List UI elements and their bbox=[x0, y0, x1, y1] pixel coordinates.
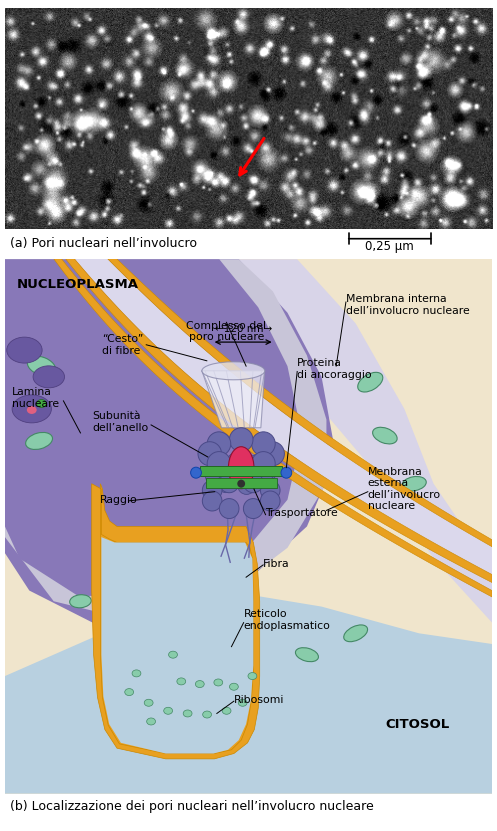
Circle shape bbox=[210, 458, 227, 476]
Circle shape bbox=[251, 451, 275, 475]
Ellipse shape bbox=[134, 604, 159, 620]
Ellipse shape bbox=[202, 361, 265, 380]
Text: Subunità
dell’anello: Subunità dell’anello bbox=[92, 411, 149, 433]
Circle shape bbox=[255, 471, 273, 489]
Ellipse shape bbox=[70, 595, 91, 607]
Polygon shape bbox=[5, 259, 302, 596]
Ellipse shape bbox=[230, 683, 238, 691]
Text: Lamina
nucleare: Lamina nucleare bbox=[12, 387, 60, 409]
Ellipse shape bbox=[179, 647, 201, 662]
Text: Ribosomi: Ribosomi bbox=[234, 695, 284, 705]
Polygon shape bbox=[5, 259, 336, 622]
Text: NUCLEOPLASMA: NUCLEOPLASMA bbox=[17, 278, 139, 291]
Polygon shape bbox=[97, 248, 492, 547]
Circle shape bbox=[205, 467, 223, 485]
Text: Trasportatore: Trasportatore bbox=[265, 508, 338, 518]
Circle shape bbox=[261, 442, 284, 465]
Circle shape bbox=[251, 432, 275, 455]
Circle shape bbox=[281, 467, 292, 478]
Ellipse shape bbox=[195, 681, 204, 687]
Polygon shape bbox=[5, 591, 492, 794]
Ellipse shape bbox=[132, 670, 141, 677]
Text: (b) Localizzazione dei pori nucleari nell’involucro nucleare: (b) Localizzazione dei pori nucleari nel… bbox=[10, 800, 374, 814]
Circle shape bbox=[238, 476, 255, 494]
Text: (a) Pori nucleari nell’involucro: (a) Pori nucleari nell’involucro bbox=[10, 237, 197, 249]
Text: Menbrana
esterna
dell’involucro
nucleare: Menbrana esterna dell’involucro nucleare bbox=[368, 467, 441, 511]
Circle shape bbox=[191, 467, 201, 478]
Circle shape bbox=[248, 455, 265, 473]
Circle shape bbox=[260, 491, 280, 511]
Circle shape bbox=[260, 480, 280, 500]
Ellipse shape bbox=[373, 427, 397, 444]
Text: Fibra: Fibra bbox=[263, 558, 290, 569]
Circle shape bbox=[227, 453, 245, 471]
Text: Raggio: Raggio bbox=[100, 494, 138, 504]
Circle shape bbox=[202, 491, 222, 511]
Ellipse shape bbox=[26, 432, 53, 450]
Circle shape bbox=[219, 473, 239, 493]
Text: CITOSOL: CITOSOL bbox=[385, 718, 449, 730]
Circle shape bbox=[207, 432, 231, 455]
Ellipse shape bbox=[203, 711, 212, 718]
Ellipse shape bbox=[238, 699, 247, 706]
Ellipse shape bbox=[27, 406, 37, 414]
Circle shape bbox=[202, 480, 222, 500]
Ellipse shape bbox=[344, 625, 368, 642]
Ellipse shape bbox=[229, 447, 254, 489]
Circle shape bbox=[259, 462, 277, 480]
Ellipse shape bbox=[183, 710, 192, 717]
Polygon shape bbox=[46, 248, 492, 597]
Ellipse shape bbox=[358, 372, 383, 392]
Ellipse shape bbox=[27, 356, 56, 376]
Circle shape bbox=[230, 455, 253, 479]
Circle shape bbox=[217, 475, 235, 493]
Polygon shape bbox=[66, 248, 492, 574]
Text: 0,25 μm: 0,25 μm bbox=[365, 240, 414, 253]
Circle shape bbox=[219, 499, 239, 519]
Circle shape bbox=[198, 442, 222, 465]
Bar bbox=[200, 465, 282, 475]
Circle shape bbox=[244, 473, 263, 493]
Ellipse shape bbox=[168, 652, 177, 658]
Polygon shape bbox=[91, 484, 260, 759]
Ellipse shape bbox=[7, 337, 42, 363]
Ellipse shape bbox=[164, 707, 172, 715]
Bar bbox=[206, 478, 276, 488]
Text: Complesso del
poro nucleare: Complesso del poro nucleare bbox=[186, 321, 266, 342]
Polygon shape bbox=[202, 371, 265, 428]
Circle shape bbox=[230, 428, 253, 452]
Polygon shape bbox=[101, 484, 253, 754]
Ellipse shape bbox=[33, 366, 65, 388]
Ellipse shape bbox=[147, 718, 156, 725]
Text: “Cesto”
di fibre: “Cesto” di fibre bbox=[102, 334, 144, 356]
Ellipse shape bbox=[248, 672, 257, 680]
Text: Reticolo
endoplasmatico: Reticolo endoplasmatico bbox=[244, 609, 331, 631]
Text: Proteina
di ancoraggio: Proteina di ancoraggio bbox=[297, 358, 372, 380]
Ellipse shape bbox=[125, 689, 134, 696]
Circle shape bbox=[244, 499, 263, 519]
Ellipse shape bbox=[402, 476, 426, 491]
Circle shape bbox=[207, 451, 231, 475]
Polygon shape bbox=[58, 248, 492, 583]
Text: Membrana interna
dell’involucro nucleare: Membrana interna dell’involucro nucleare bbox=[346, 294, 470, 316]
Ellipse shape bbox=[177, 678, 186, 685]
Ellipse shape bbox=[12, 395, 51, 423]
Ellipse shape bbox=[214, 679, 223, 686]
Polygon shape bbox=[5, 259, 492, 622]
Ellipse shape bbox=[237, 479, 245, 488]
Ellipse shape bbox=[222, 707, 231, 715]
Ellipse shape bbox=[144, 699, 153, 706]
Ellipse shape bbox=[295, 647, 319, 661]
Ellipse shape bbox=[37, 400, 46, 407]
Text: ←120 nm→: ←120 nm→ bbox=[215, 324, 272, 334]
Polygon shape bbox=[5, 259, 327, 622]
